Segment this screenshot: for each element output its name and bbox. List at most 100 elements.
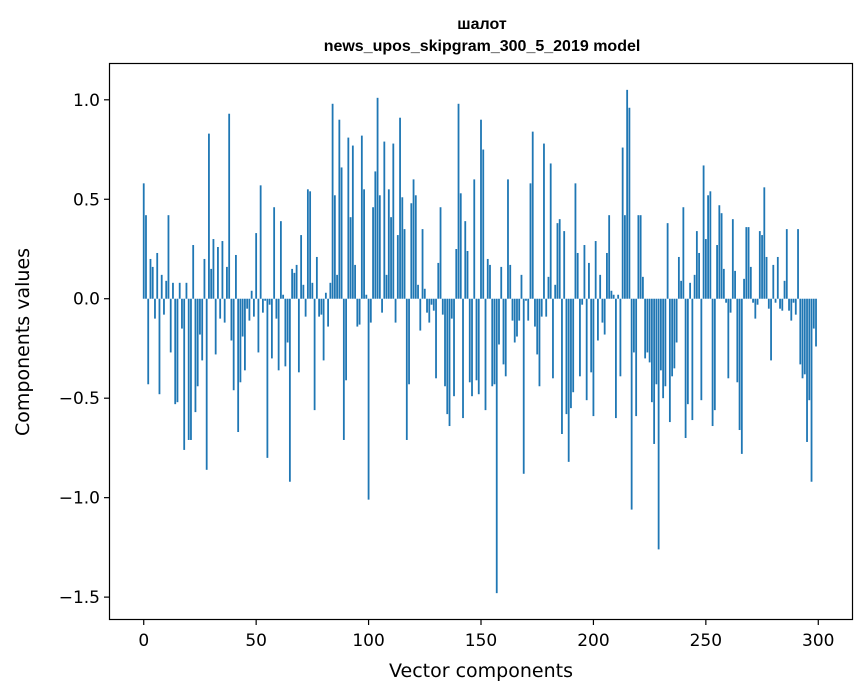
bars-group	[142, 89, 817, 594]
bar-291	[797, 229, 799, 299]
bar-67	[293, 272, 296, 299]
bar-290	[794, 298, 797, 315]
bar-87	[338, 119, 341, 299]
bar-280	[772, 264, 775, 299]
bar-158	[498, 298, 500, 345]
bar-69	[297, 298, 300, 373]
bar-213	[621, 147, 624, 299]
bar-133	[441, 298, 444, 315]
bar-231	[662, 298, 665, 399]
bar-192	[574, 183, 577, 299]
bar-245	[693, 274, 696, 299]
bar-37	[226, 266, 228, 299]
bar-10	[165, 280, 168, 299]
bar-216	[628, 107, 631, 299]
chart-title-line1: шалот	[457, 16, 507, 33]
bar-188	[565, 298, 568, 415]
bar-102	[372, 207, 374, 299]
bar-5	[154, 298, 156, 319]
bar-195	[581, 298, 584, 305]
bar-225	[648, 298, 651, 363]
bar-0	[142, 183, 145, 299]
bar-128	[430, 298, 433, 305]
bar-79	[320, 298, 323, 315]
bar-20	[187, 298, 190, 440]
bar-60	[277, 298, 280, 371]
bar-46	[246, 298, 249, 309]
bar-240	[682, 207, 685, 299]
bar-15	[176, 298, 179, 403]
bar-6	[156, 252, 159, 299]
bar-241	[684, 298, 687, 438]
bar-103	[374, 171, 377, 299]
bar-297	[810, 298, 813, 482]
bar-170	[525, 298, 527, 301]
bar-18	[183, 298, 186, 450]
bar-251	[707, 195, 709, 299]
bar-96	[358, 298, 361, 325]
bar-257	[720, 213, 723, 299]
bar-144	[466, 250, 469, 299]
bar-210	[615, 298, 617, 419]
bar-30	[210, 268, 213, 299]
bar-44	[241, 298, 244, 337]
bar-261	[729, 298, 732, 313]
bar-130	[435, 298, 437, 379]
bar-265	[738, 298, 741, 431]
bar-164	[511, 298, 514, 321]
bar-72	[304, 298, 307, 317]
bar-107	[383, 141, 386, 299]
y-axis-label: Components values	[12, 248, 34, 436]
bar-197	[585, 298, 588, 401]
bar-131	[437, 262, 440, 299]
bar-169	[522, 298, 525, 474]
y-axis-ticks: 1.0 0.5 0.0 −0.5 −1.0 −1.5	[59, 91, 110, 608]
bar-268	[745, 227, 748, 299]
bar-220	[637, 215, 640, 299]
bar-206	[606, 252, 608, 299]
bar-146	[471, 298, 473, 397]
bar-228	[655, 298, 658, 385]
bar-91	[347, 137, 350, 299]
bar-59	[275, 298, 278, 319]
bar-33	[217, 247, 219, 299]
bar-256	[718, 205, 721, 299]
bar-242	[686, 298, 689, 405]
bar-94	[354, 264, 356, 299]
bar-196	[583, 245, 586, 299]
bar-142	[462, 298, 464, 419]
bar-98	[363, 189, 365, 299]
bar-174	[534, 298, 536, 327]
bar-221	[639, 215, 642, 299]
bar-185	[558, 219, 561, 299]
bar-222	[641, 276, 644, 299]
bar-8	[160, 274, 163, 299]
bar-47	[248, 298, 251, 321]
bar-166	[516, 298, 518, 337]
bar-157	[495, 298, 498, 594]
bar-171	[527, 298, 530, 321]
bar-289	[792, 298, 795, 303]
bar-168	[520, 274, 523, 299]
bar-125	[423, 288, 426, 299]
bar-74	[309, 191, 312, 299]
bar-285	[783, 280, 786, 299]
bar-7	[158, 298, 161, 395]
bar-122	[417, 284, 419, 299]
bar-109	[387, 189, 390, 299]
bar-61	[279, 221, 282, 299]
bar-175	[536, 298, 539, 355]
bar-73	[306, 189, 309, 299]
bar-189	[567, 298, 570, 462]
bar-110	[390, 217, 392, 299]
bar-204	[601, 298, 604, 323]
bar-132	[439, 207, 442, 299]
bar-275	[761, 235, 763, 299]
bar-193	[576, 252, 579, 299]
bar-66	[291, 268, 294, 299]
bar-90	[345, 298, 347, 381]
bar-209	[612, 294, 615, 299]
bar-113	[396, 235, 399, 299]
bar-267	[743, 278, 745, 299]
bar-135	[446, 298, 449, 415]
